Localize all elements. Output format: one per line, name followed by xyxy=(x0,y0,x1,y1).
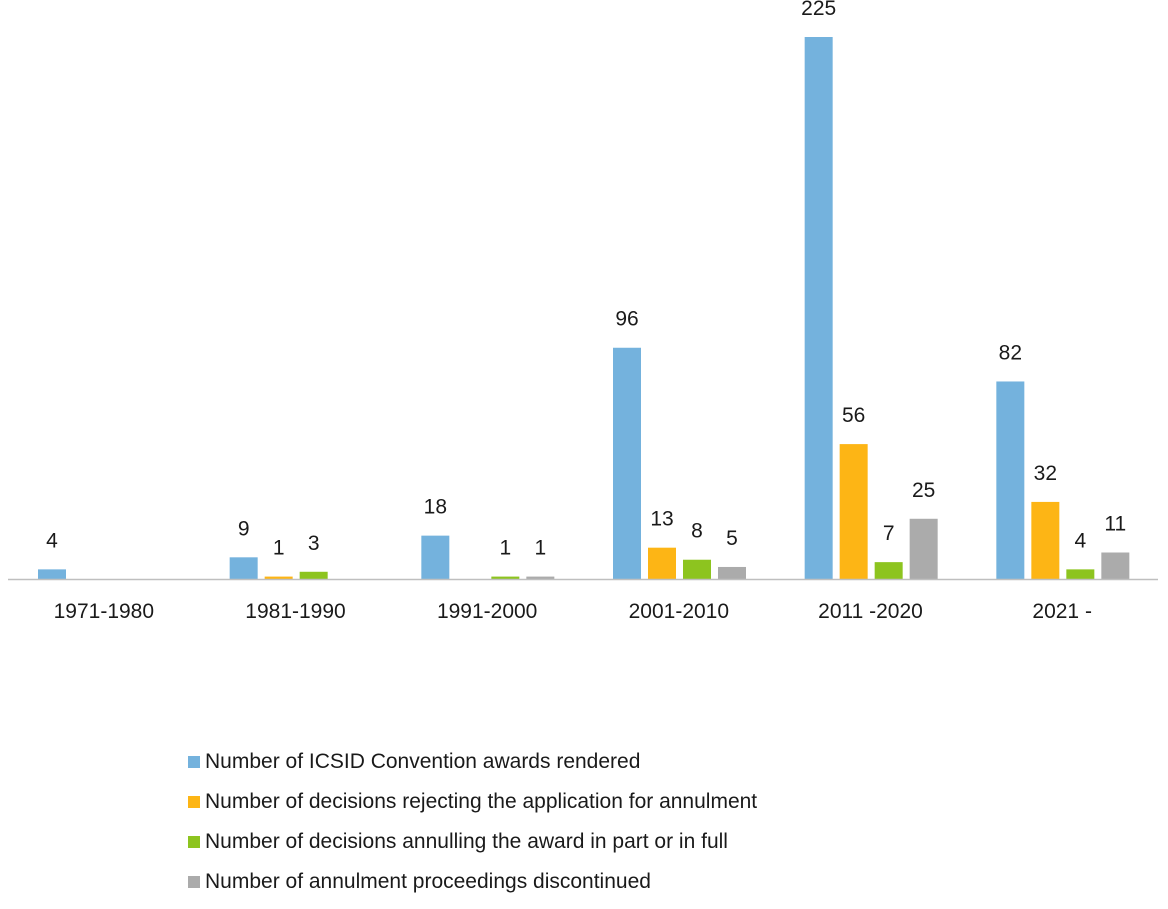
bar-1981-1990-series-3 xyxy=(299,571,328,579)
legend: Number of ICSID Convention awards render… xyxy=(188,742,988,902)
data-label-1991-2000-series-1: 18 xyxy=(424,496,447,519)
legend-swatch-annulling-award xyxy=(188,836,200,848)
legend-label-awards-rendered: Number of ICSID Convention awards render… xyxy=(205,750,641,773)
x-tick-label-2021: 2021 - xyxy=(1032,600,1092,623)
legend-swatch-rejecting-annulment xyxy=(188,796,200,808)
data-label-1991-2000-series-4: 1 xyxy=(534,537,546,560)
bar-2001-2010-series-3 xyxy=(683,559,711,579)
legend-item-proceedings-discontinued: Number of annulment proceedings disconti… xyxy=(188,862,988,902)
data-label-2011-2020-series-3: 7 xyxy=(883,522,895,545)
legend-item-awards-rendered: Number of ICSID Convention awards render… xyxy=(188,742,988,782)
data-label-1981-1990-series-1: 9 xyxy=(238,517,250,540)
legend-swatch-awards-rendered xyxy=(188,756,200,768)
legend-label-rejecting-annulment: Number of decisions rejecting the applic… xyxy=(205,790,758,813)
bar-2001-2010-series-2 xyxy=(648,547,676,579)
legend-label-proceedings-discontinued: Number of annulment proceedings disconti… xyxy=(205,870,651,893)
data-label-2001-2010-series-1: 96 xyxy=(615,308,638,331)
x-tick-labels-layer: 1971-1980 1981-1990 1991-2000 2001-2010 2011… xyxy=(54,600,1092,623)
x-tick-label-2011-2020: 2011 -2020 xyxy=(818,600,923,623)
legend-swatch-proceedings-discontinued xyxy=(188,876,200,888)
x-tick-label-1971-1980: 1971-1980 xyxy=(54,600,154,623)
bar-2001-2010-series-4 xyxy=(718,566,746,579)
bar-2011-2020-series-1 xyxy=(804,37,833,579)
data-label-1981-1990-series-2: 1 xyxy=(273,537,285,560)
legend-item-rejecting-annulment: Number of decisions rejecting the applic… xyxy=(188,782,988,822)
data-label-1991-2000-series-3: 1 xyxy=(499,537,511,560)
bar-1981-1990-series-2 xyxy=(264,576,293,579)
data-label-2001-2010-series-4: 5 xyxy=(726,527,738,550)
data-label-2001-2010-series-3: 8 xyxy=(691,520,703,543)
data-label-2021-series-4: 11 xyxy=(1104,513,1126,536)
bar-2001-2010-series-1 xyxy=(613,347,641,579)
x-tick-label-1991-2000: 1991-2000 xyxy=(437,600,537,623)
data-label-2021-series-3: 4 xyxy=(1074,529,1086,552)
x-tick-label-1981-1990: 1981-1990 xyxy=(245,600,345,623)
data-label-2021-series-1: 82 xyxy=(999,341,1022,364)
data-label-2021-series-2: 32 xyxy=(1034,462,1057,485)
bar-2021-series-4 xyxy=(1101,552,1130,579)
bar-1991-2000-series-4 xyxy=(526,576,555,579)
data-label-2011-2020-series-2: 56 xyxy=(842,404,865,427)
legend-label-annulling-award: Number of decisions annulling the award … xyxy=(205,830,728,853)
bars-layer xyxy=(38,37,1130,579)
data-label-2001-2010-series-2: 13 xyxy=(650,508,673,531)
bar-2011-2020-series-2 xyxy=(839,444,868,579)
bar-1991-2000-series-3 xyxy=(491,576,520,579)
bar-2011-2020-series-4 xyxy=(909,518,938,579)
data-label-1981-1990-series-3: 3 xyxy=(308,532,320,555)
data-label-2011-2020-series-1: 225 xyxy=(801,0,836,20)
legend-item-annulling-award: Number of decisions annulling the award … xyxy=(188,822,988,862)
bar-2011-2020-series-3 xyxy=(874,562,903,579)
bar-2021-series-3 xyxy=(1066,569,1095,579)
data-label-2011-2020-series-4: 25 xyxy=(912,479,935,502)
bar-2021-series-1 xyxy=(996,381,1025,579)
bar-2021-series-2 xyxy=(1031,501,1060,579)
bar-1981-1990-series-1 xyxy=(229,557,258,579)
bar-1991-2000-series-1 xyxy=(421,535,450,579)
x-tick-label-2001-2010: 2001-2010 xyxy=(629,600,729,623)
bar-1971-1980-series-1 xyxy=(38,569,66,579)
data-label-1971-1980-series-1: 4 xyxy=(46,529,58,552)
